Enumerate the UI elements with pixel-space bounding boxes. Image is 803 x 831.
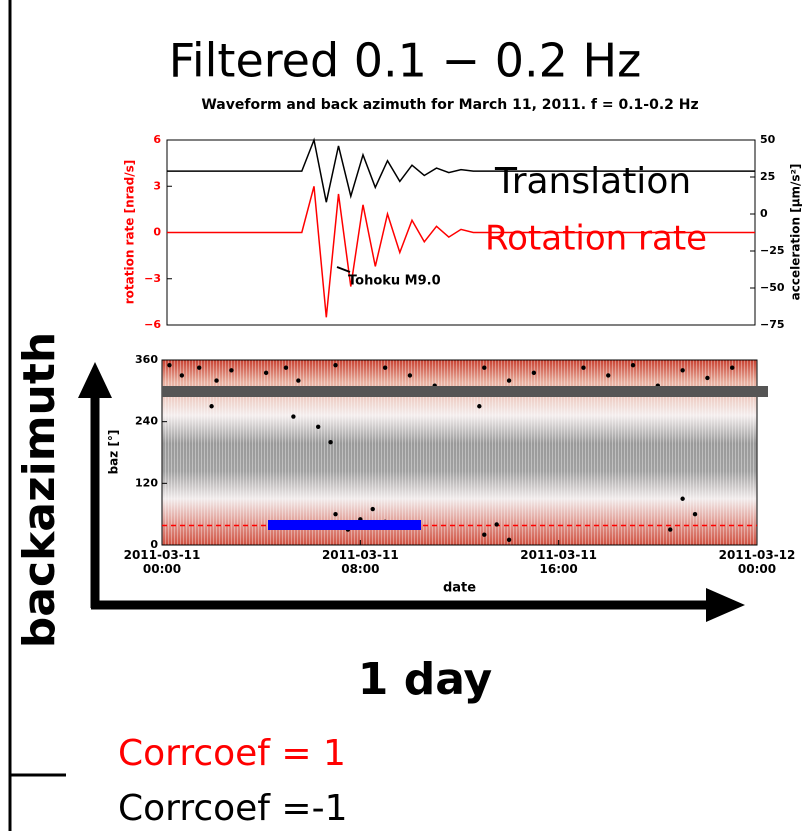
point [209,404,214,409]
point [482,532,487,537]
y-tick-label: 360 [135,353,158,366]
annotation: Tohoku M9.0 [348,274,441,289]
line-series [167,137,755,203]
blue-bar [268,520,421,530]
point [494,522,499,527]
y2-tick-label: −50 [760,281,785,294]
arrow-head [78,362,112,398]
point [506,378,512,383]
point [531,370,537,376]
arrow-head [706,588,745,622]
point [296,378,301,383]
y2-tick-label: 0 [760,207,768,220]
y-tick-label: 240 [135,415,158,428]
annotation: Rotation rate [485,219,707,259]
point [581,365,586,370]
chart-title: Waveform and back azimuth for March 11, … [201,97,698,113]
point [196,365,202,370]
point [382,365,388,370]
x-tick-label: 2011-03-11 08:00 [321,548,399,576]
point [482,365,487,370]
annotation-arrow [336,266,351,273]
axis-caption: 1 day [358,654,492,705]
point [477,404,482,409]
point [407,373,413,378]
point [167,362,172,368]
point [263,370,269,376]
x-tick-label: 2011-03-11 00:00 [123,548,201,576]
x-tick-label: 2011-03-12 00:00 [718,548,796,576]
y-tick-label: 0 [153,226,161,239]
point [370,506,375,512]
axis-caption: backazimuth [14,332,65,648]
y-tick-label: 6 [153,133,161,146]
point [214,378,219,383]
point [730,365,735,370]
y2-axis-label: acceleration [μm/s²] [789,164,803,301]
x-tick-label: 2011-03-11 16:00 [520,548,598,576]
y2-tick-label: 25 [760,170,775,183]
legend-text: Corrcoef =-1 [118,788,347,829]
point [630,362,636,368]
y-axis-label: baz [°] [107,430,121,475]
point [506,537,512,543]
y2-tick-label: −25 [760,244,785,257]
point [668,527,673,532]
point [333,511,338,517]
y-axis-label: rotation rate [nrad/s] [123,160,137,305]
point [680,368,685,373]
point [291,414,296,419]
slide-title: Filtered 0.1 − 0.2 Hz [169,34,642,88]
gray-band [162,386,768,397]
y2-tick-label: 50 [760,133,776,146]
point [705,375,710,381]
annotation: Translation [494,161,691,202]
legend-text: Corrcoef = 1 [118,733,346,774]
y-tick-label: −3 [144,272,161,285]
x-axis-label: date [443,581,476,596]
point [283,365,289,370]
point [680,496,685,501]
point [179,373,185,378]
line-series [167,186,755,318]
y-tick-label: 3 [153,179,161,192]
point [606,373,611,378]
point [692,511,698,517]
y-tick-label: 120 [135,476,158,489]
point [229,368,234,373]
point [333,362,338,368]
y-tick-label: −6 [144,318,161,331]
y-tick-label: 0 [150,538,158,551]
y2-tick-label: −75 [760,318,785,331]
point [328,440,333,445]
point [315,424,321,430]
plot-frame [161,359,758,546]
